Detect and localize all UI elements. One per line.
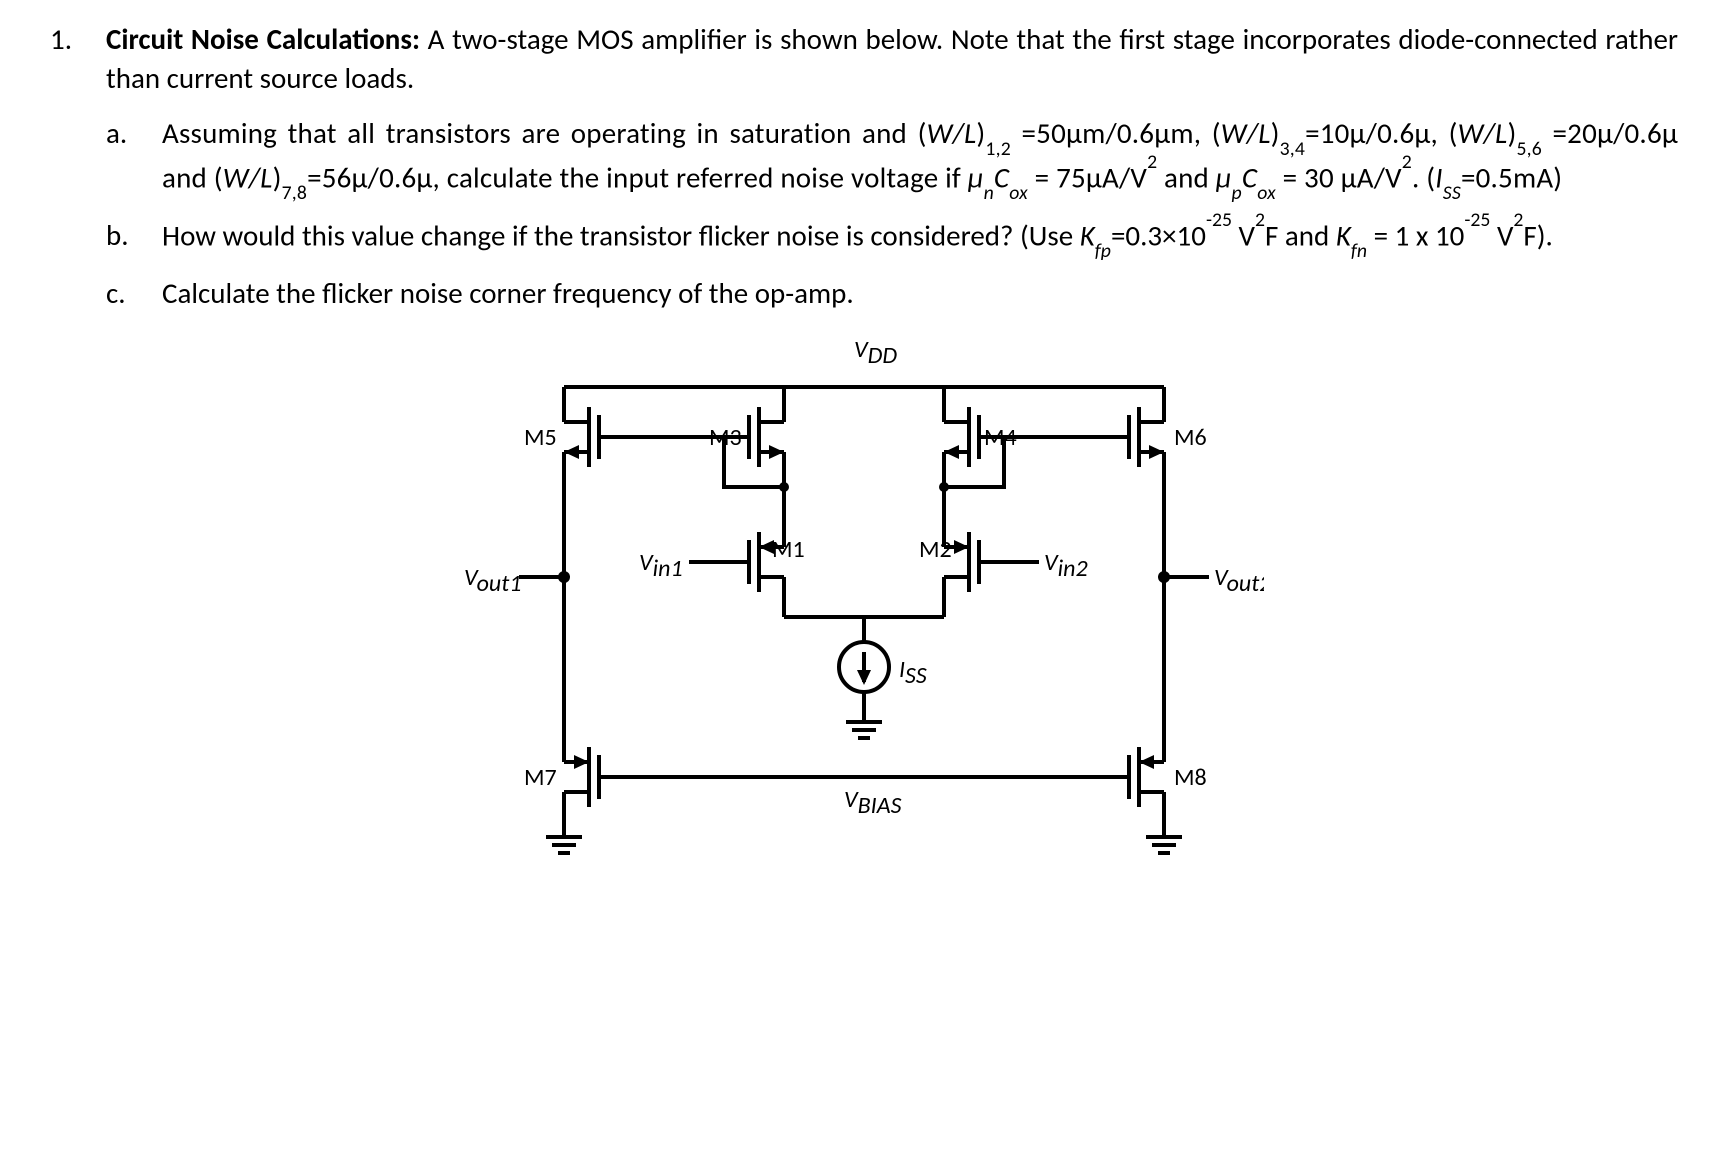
t: 3,4 xyxy=(1280,137,1306,161)
subparts-list: a. Assuming that all transistors are ope… xyxy=(106,114,1678,313)
m8-ground xyxy=(1146,837,1182,853)
vin2-label: Vin2 xyxy=(1044,548,1088,583)
t: K xyxy=(1336,217,1351,253)
vout2-label: Vout2 xyxy=(1214,563,1264,598)
vout1-label: Vout1 xyxy=(464,563,521,598)
t: = 30 µA/V xyxy=(1276,159,1402,195)
t: fn xyxy=(1351,239,1367,263)
t: =50µm/0.6µm, ( xyxy=(1011,115,1221,151)
m2-transistor: M2 xyxy=(919,532,1039,617)
t: W/L xyxy=(223,159,273,195)
t: I xyxy=(1435,159,1443,195)
part-a-text: Assuming that all transistors are operat… xyxy=(162,114,1678,201)
t: C xyxy=(994,159,1009,195)
t: = 1 x 10 xyxy=(1367,217,1464,253)
node xyxy=(779,482,789,492)
t: SS xyxy=(1443,181,1461,205)
t: = 75µA/V xyxy=(1028,159,1147,195)
t: ox xyxy=(1009,181,1028,205)
problem-title: Circuit Noise Calculations: xyxy=(106,21,420,57)
part-b: b. How would this value change if the tr… xyxy=(106,216,1678,260)
t: µ xyxy=(1216,159,1232,195)
t: W/L xyxy=(1458,115,1508,151)
m5-transistor: M5 xyxy=(524,387,639,577)
part-b-text: How would this value change if the trans… xyxy=(162,216,1678,260)
t: 2 xyxy=(1402,150,1412,174)
t: -25 xyxy=(1206,208,1232,232)
t: 2 xyxy=(1147,150,1157,174)
t: ) xyxy=(273,159,282,195)
m6-transistor: M6 xyxy=(1089,387,1207,577)
iss-source: ISS xyxy=(839,642,927,722)
part-c-letter: c. xyxy=(106,274,162,313)
t: p xyxy=(1232,181,1242,205)
part-c: c. Calculate the flicker noise corner fr… xyxy=(106,274,1678,313)
t: fp xyxy=(1095,239,1111,263)
part-c-text: Calculate the flicker noise corner frequ… xyxy=(162,274,1678,313)
m7-transistor: M7 xyxy=(524,747,639,837)
t: 1,2 xyxy=(985,137,1011,161)
part-a-letter: a. xyxy=(106,114,162,153)
problem-header: 1. Circuit Noise Calculations: A two-sta… xyxy=(50,20,1678,98)
m1-label: M1 xyxy=(772,535,805,564)
node xyxy=(939,482,949,492)
t: =56µ/0.6µ, calculate the input referred … xyxy=(307,159,968,195)
part-a: a. Assuming that all transistors are ope… xyxy=(106,114,1678,201)
t: K xyxy=(1080,217,1095,253)
t: W/L xyxy=(1221,115,1271,151)
t: =10µ/0.6µ, ( xyxy=(1305,115,1457,151)
t: W/L xyxy=(927,115,977,151)
t: n xyxy=(984,181,994,205)
t: 5,6 xyxy=(1516,137,1542,161)
part-b-letter: b. xyxy=(106,216,162,255)
m7-label: M7 xyxy=(524,763,557,792)
t: F). xyxy=(1523,217,1552,253)
iss-ground xyxy=(846,722,882,738)
vbias-label: VBIAS xyxy=(844,785,902,820)
t: 7,8 xyxy=(282,181,308,205)
m5-label: M5 xyxy=(524,423,557,452)
t: and xyxy=(1157,159,1215,195)
t: ) xyxy=(1271,115,1280,151)
t: V xyxy=(1490,217,1513,253)
t: 2 xyxy=(1513,208,1523,232)
t: -25 xyxy=(1464,208,1490,232)
m3-transistor: M3 xyxy=(709,387,784,547)
m1-transistor: M1 xyxy=(689,532,805,617)
problem-number: 1. xyxy=(50,20,106,59)
t: How would this value change if the trans… xyxy=(162,217,1080,253)
t: C xyxy=(1242,159,1257,195)
t: V xyxy=(1232,217,1255,253)
t: 2 xyxy=(1255,208,1265,232)
vdd-label: VDD xyxy=(854,335,897,370)
m8-label: M8 xyxy=(1174,763,1207,792)
circuit-diagram: VDD M5 M3 M4 xyxy=(464,327,1264,877)
t: ox xyxy=(1257,181,1276,205)
m6-label: M6 xyxy=(1174,423,1207,452)
problem-intro: Circuit Noise Calculations: A two-stage … xyxy=(106,20,1678,98)
t: . ( xyxy=(1412,159,1435,195)
m7-ground xyxy=(546,837,582,853)
t: =0.5mA) xyxy=(1461,159,1562,195)
t: F and xyxy=(1265,217,1336,253)
t: µ xyxy=(968,159,984,195)
t: Assuming that all transistors are operat… xyxy=(162,115,927,151)
iss-label: ISS xyxy=(899,655,927,690)
m4-transistor: M4 xyxy=(944,387,1017,547)
circuit-diagram-container: VDD M5 M3 M4 xyxy=(50,327,1678,877)
m8-transistor: M8 xyxy=(1089,747,1207,837)
vin1-label: Vin1 xyxy=(639,548,683,583)
m2-label: M2 xyxy=(919,535,952,564)
t: =0.3×10 xyxy=(1111,217,1206,253)
